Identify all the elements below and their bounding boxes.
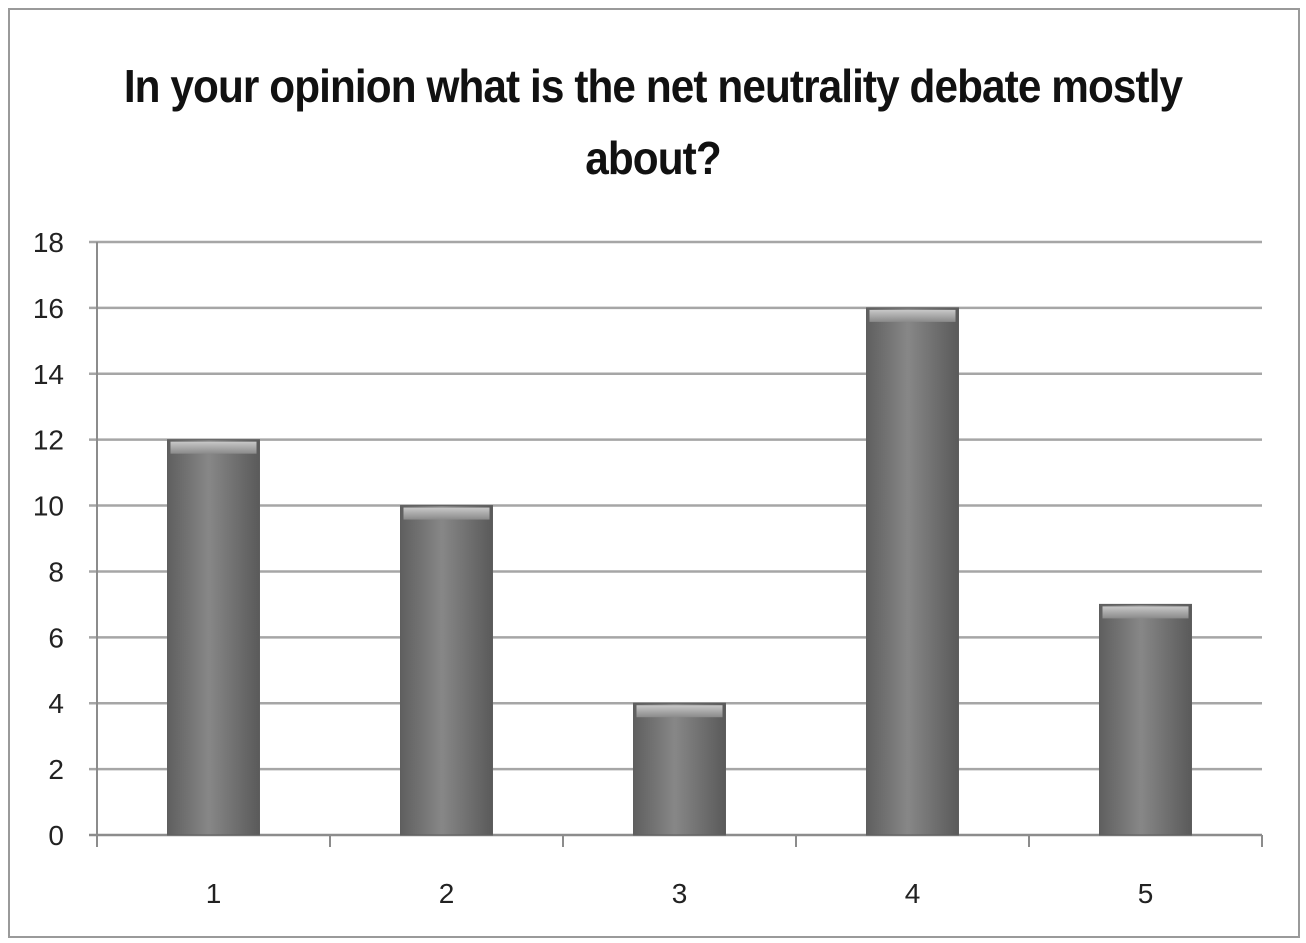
x-axis-ticks: 1 2 3 4 5: [96, 835, 1263, 909]
x-tick-label: 3: [672, 878, 688, 909]
bar-body: [400, 505, 493, 836]
bar-5: [1099, 603, 1192, 836]
y-tick-label: 14: [33, 359, 64, 390]
bar-highlight: [170, 441, 257, 454]
x-tick-label: 1: [206, 878, 222, 909]
y-tick-label: 8: [48, 556, 64, 587]
y-tick-label: 10: [33, 491, 64, 522]
x-tick-label: 4: [905, 878, 921, 909]
y-tick-label: 4: [48, 688, 64, 719]
bar-3: [633, 702, 726, 836]
bar-highlight: [869, 309, 956, 322]
x-tick-label: 5: [1138, 878, 1154, 909]
y-tick-label: 2: [48, 754, 64, 785]
bar-highlight: [1102, 606, 1189, 619]
y-tick-label: 0: [48, 820, 64, 851]
bar-body: [167, 439, 260, 836]
bars: [167, 307, 1192, 836]
bar-body: [633, 702, 726, 836]
bar-1: [167, 439, 260, 836]
y-tick-label: 18: [33, 227, 64, 258]
y-tick-label: 16: [33, 293, 64, 324]
y-tick-label: 6: [48, 622, 64, 653]
bar-highlight: [403, 507, 490, 520]
bar-4: [866, 307, 959, 836]
x-tick-label: 2: [439, 878, 455, 909]
bar-body: [866, 307, 959, 836]
bar-2: [400, 505, 493, 836]
y-tick-label: 12: [33, 425, 64, 456]
chart-title: In your opinion what is the net neutrali…: [123, 60, 1183, 184]
y-axis-ticks: 0 2 4 6 8 10 12 14 16 18: [33, 227, 64, 851]
bar-body: [1099, 603, 1192, 836]
bar-highlight: [636, 705, 723, 718]
